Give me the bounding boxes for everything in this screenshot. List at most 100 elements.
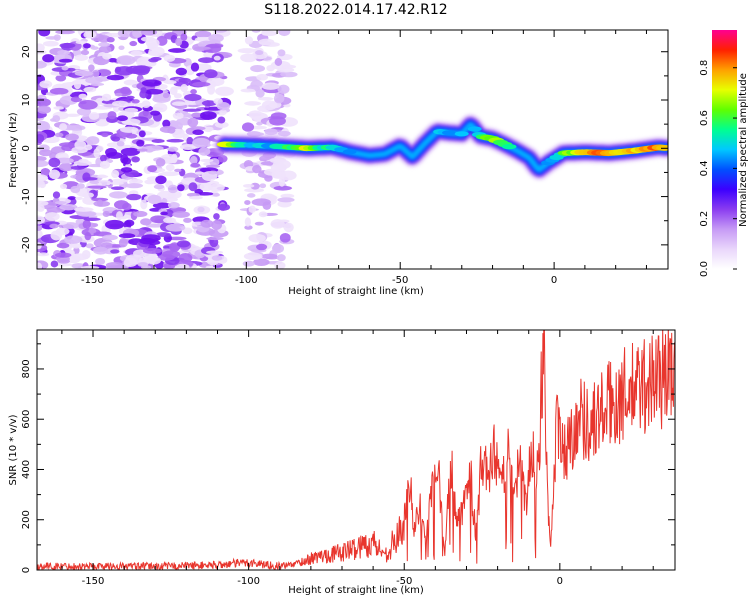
noise-blob <box>194 30 212 38</box>
noise-blob <box>200 219 214 228</box>
noise-blob <box>49 87 69 95</box>
noise-blob <box>153 184 165 190</box>
noise-blob <box>190 62 200 72</box>
noise-blob <box>106 74 125 81</box>
colorbar-tick-label: 0.6 <box>699 110 710 126</box>
noise-blob <box>44 212 60 221</box>
noise-blob <box>258 211 268 218</box>
noise-blob <box>146 256 162 265</box>
noise-blob <box>38 149 53 157</box>
noise-blob <box>211 255 223 261</box>
noise-blob <box>194 36 213 42</box>
snr-y-tick-label: 600 <box>21 410 32 429</box>
noise-blob <box>172 112 184 120</box>
noise-blob <box>142 247 163 254</box>
noise-blob <box>78 93 87 99</box>
noise-blob <box>74 54 89 61</box>
noise-blob <box>114 92 123 97</box>
noise-blob <box>83 31 97 39</box>
noise-blob <box>155 175 167 185</box>
noise-blob <box>120 154 129 164</box>
spectrogram-frame <box>36 29 669 270</box>
noise-blob <box>59 183 68 190</box>
noise-blob <box>80 49 90 56</box>
colorbar: 0.0 0.2 0.4 0.6 0.8 Normalized spectral ampl… <box>699 30 749 277</box>
noise-blob <box>155 232 171 237</box>
noise-blob <box>53 34 61 41</box>
noise-blob <box>83 43 91 49</box>
noise-blob <box>261 30 270 36</box>
noise-blob <box>90 82 105 86</box>
spectrogram-y-tick-label: -20 <box>21 237 32 253</box>
noise-blob <box>154 168 166 173</box>
noise-blob <box>277 130 291 137</box>
noise-blob <box>37 155 47 162</box>
noise-blob <box>193 46 211 51</box>
noise-blob <box>277 197 295 203</box>
noise-blob <box>131 99 140 104</box>
noise-blob <box>140 87 147 94</box>
noise-blob <box>99 160 111 169</box>
noise-blob <box>125 133 138 139</box>
noise-blob <box>242 183 255 188</box>
noise-blob <box>189 155 198 165</box>
noise-blob <box>76 183 85 189</box>
noise-blob <box>106 151 123 159</box>
noise-blob <box>140 218 152 226</box>
noise-blob <box>43 40 59 47</box>
noise-blob <box>141 234 161 242</box>
noise-blob <box>37 204 45 212</box>
noise-blob <box>64 235 83 244</box>
noise-blob <box>136 139 145 147</box>
noise-blob <box>88 64 95 72</box>
noise-blob <box>163 54 176 62</box>
colorbar-tick-label: 0.0 <box>699 261 710 277</box>
spectrogram-x-tick-label: -150 <box>81 275 104 286</box>
noise-blob <box>38 30 51 37</box>
noise-blob <box>91 197 109 202</box>
noise-blob <box>215 86 234 96</box>
noise-blob <box>88 112 100 120</box>
noise-blob <box>147 50 160 56</box>
noise-blob <box>167 126 176 134</box>
noise-blob <box>195 192 214 196</box>
noise-blob <box>169 86 178 96</box>
noise-blob <box>273 185 293 191</box>
noise-blob <box>55 74 67 82</box>
spectrogram-y-tick-label: 0 <box>21 145 32 151</box>
spectrogram-noise <box>37 30 299 269</box>
noise-blob <box>83 217 101 222</box>
noise-blob <box>65 133 79 141</box>
noise-blob <box>37 229 43 239</box>
noise-blob <box>278 177 286 187</box>
ridge-hotspot <box>342 149 357 155</box>
noise-blob <box>182 227 193 235</box>
noise-blob <box>120 147 140 156</box>
noise-blob <box>178 253 193 263</box>
noise-blob <box>165 164 175 172</box>
noise-blob <box>269 116 286 126</box>
noise-blob <box>116 115 128 122</box>
noise-blob <box>124 219 135 227</box>
noise-blob <box>111 178 129 183</box>
noise-blob <box>52 191 61 199</box>
noise-blob <box>84 144 93 151</box>
noise-blob <box>74 70 94 77</box>
noise-blob <box>37 252 50 257</box>
noise-blob <box>150 56 162 61</box>
noise-blob <box>280 71 298 78</box>
noise-blob <box>59 42 76 49</box>
noise-blob <box>138 130 146 138</box>
snr-background <box>37 330 675 570</box>
noise-blob <box>256 121 263 126</box>
noise-blob <box>186 136 194 145</box>
snr-x-tick-label: 0 <box>557 576 563 587</box>
noise-blob <box>37 225 43 232</box>
noise-blob <box>264 128 278 136</box>
noise-blob <box>189 195 203 200</box>
noise-blob <box>283 222 294 233</box>
noise-blob <box>150 110 161 116</box>
noise-blob <box>204 69 218 79</box>
noise-blob <box>177 184 185 192</box>
